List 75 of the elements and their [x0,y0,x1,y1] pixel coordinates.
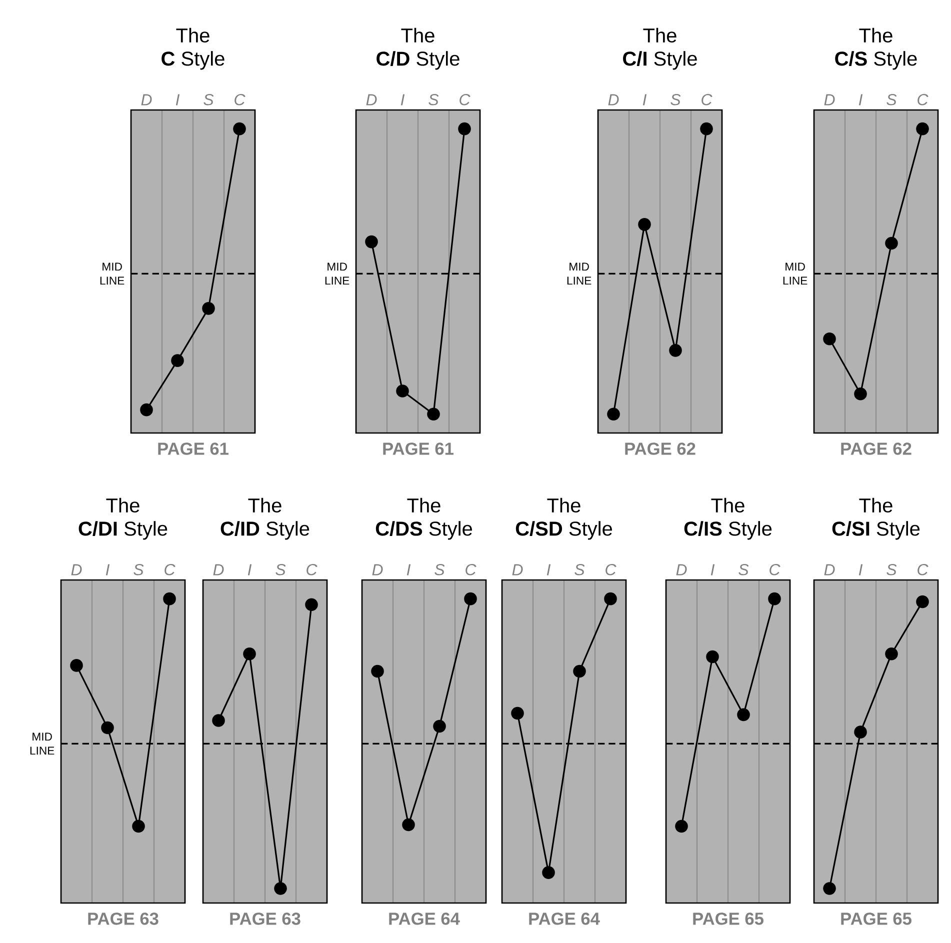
x-tick-label: D [213,564,224,576]
x-tick-label: S [886,94,897,106]
x-tick-label: C [702,94,712,106]
ref-line-label: MID LINE [567,262,592,285]
x-tick-label: C [770,564,780,576]
chart-title: The [547,498,580,513]
ref-line-label: MID LINE [783,262,808,285]
x-tick-label: S [886,564,897,576]
x-tick-label: S [276,564,286,576]
chart-subtitle: C/ID Style [220,521,310,540]
text: PAGE 62 [625,442,696,455]
x-tick-label: I [642,94,647,106]
chart-title: The [401,28,434,43]
chart-title: The [711,498,744,513]
x-tick-label: S [670,94,681,106]
x-tick-label: D [366,94,377,106]
x-tick-label: C [306,564,318,576]
x-tick-label: D [141,94,152,106]
chart-title: The [106,498,140,513]
ref-line-label: MID LINE [100,262,124,285]
text: PAGE 61 [383,442,454,455]
text: PAGE 64 [529,912,600,925]
chart-title: The [248,498,282,513]
x-tick-label: S [738,564,749,576]
text: PAGE 63 [88,912,158,925]
x-tick-label: S [574,564,585,576]
chart-subtitle: C/DS Style [376,521,472,540]
chart-subtitle: C/DI Style [78,521,168,540]
x-tick-label: S [428,94,439,106]
x-tick-label: I [546,564,551,576]
chart-title: The [859,28,892,43]
chart-title: The [176,28,210,43]
ref-line-label: MID LINE [325,262,350,285]
x-tick-label: D [824,94,835,106]
chart-subtitle: C/SI Style [832,521,920,540]
text: PAGE 63 [230,912,300,925]
chart-subtitle: C/S Style [835,51,917,70]
text: PAGE 65 [693,912,764,925]
x-tick-label: I [248,564,252,576]
chart-title: The [643,28,676,43]
chart-title: The [859,498,892,513]
x-tick-label: I [858,564,863,576]
x-tick-label: C [234,94,246,106]
x-tick-label: C [164,564,176,576]
x-tick-label: D [71,564,82,576]
text: PAGE 65 [841,912,912,925]
x-tick-label: D [676,564,687,576]
x-tick-label: S [434,564,445,576]
x-tick-label: C [918,94,928,106]
x-tick-label: I [858,94,863,106]
text: PAGE 61 [158,442,228,455]
x-tick-label: I [400,94,405,106]
x-tick-label: C [466,564,476,576]
chart-subtitle: C Style [162,51,224,70]
x-tick-label: D [824,564,835,576]
text: PAGE 64 [389,912,460,925]
chart-subtitle: C/SD Style [516,521,612,540]
x-tick-label: C [606,564,616,576]
x-tick-label: D [512,564,523,576]
x-tick-label: D [608,94,619,106]
chart-title: The [407,498,440,513]
ref-line-label: MID LINE [30,732,54,755]
text: PAGE 62 [841,442,912,455]
x-tick-label: I [106,564,110,576]
chart-subtitle: C/I Style [623,51,697,70]
x-tick-label: S [134,564,144,576]
x-tick-label: I [406,564,411,576]
x-tick-label: D [372,564,383,576]
x-tick-label: I [710,564,715,576]
x-tick-label: I [176,94,180,106]
x-tick-label: S [204,94,214,106]
chart-subtitle: C/D Style [376,51,460,70]
chart-subtitle: C/IS Style [684,521,772,540]
x-tick-label: C [460,94,470,106]
x-tick-label: C [918,564,928,576]
